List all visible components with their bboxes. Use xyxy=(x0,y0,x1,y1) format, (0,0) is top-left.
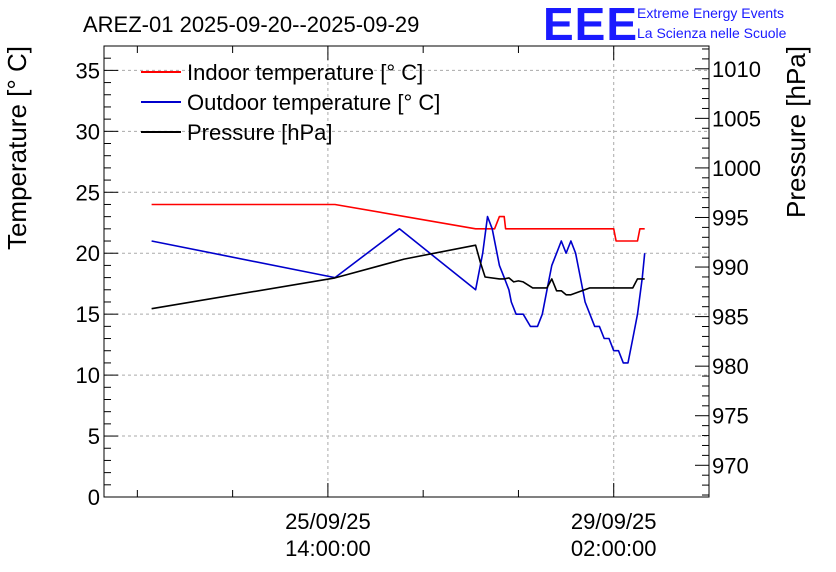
y-tick-label: 30 xyxy=(76,119,100,144)
legend-indoor-label: Indoor temperature [° C] xyxy=(187,60,423,85)
y-tick-label: 25 xyxy=(76,180,100,205)
y2-tick-label: 985 xyxy=(712,305,749,330)
y2-tick-label: 980 xyxy=(712,354,749,379)
y2-tick-label: 1010 xyxy=(712,57,761,82)
logo-line-2: La Scienza nelle Scuole xyxy=(637,25,787,41)
y-tick-label: 15 xyxy=(76,302,100,327)
y-tick-label: 20 xyxy=(76,241,100,266)
y-axis-title: Temperature [° C] xyxy=(2,46,32,250)
logo-line-1: Extreme Energy Events xyxy=(637,5,784,21)
eee-logo: EEE xyxy=(543,0,638,50)
plot-frame xyxy=(103,45,710,498)
y-axis-left: 0 5 10 15 20 25 30 35 Temperature [° C] xyxy=(2,45,118,510)
legend: Indoor temperature [° C] Outdoor temperat… xyxy=(141,60,440,145)
y2-tick-label: 970 xyxy=(712,453,749,478)
y-tick-label: 35 xyxy=(76,58,100,83)
y2-axis-title: Pressure [hPa] xyxy=(781,46,811,218)
y-tick-label: 5 xyxy=(88,424,100,449)
x-tick-label-time: 14:00:00 xyxy=(285,536,371,561)
legend-pressure-label: Pressure [hPa] xyxy=(187,120,333,145)
y2-tick-label: 990 xyxy=(712,255,749,280)
x-tick-label-date: 29/09/25 xyxy=(571,509,657,534)
plot-area xyxy=(104,46,709,497)
x-tick-label-date: 25/09/25 xyxy=(285,509,371,534)
y2-tick-label: 995 xyxy=(712,205,749,230)
grid xyxy=(104,46,709,497)
y-tick-label: 10 xyxy=(76,363,100,388)
legend-outdoor-label: Outdoor temperature [° C] xyxy=(187,90,440,115)
y2-tick-label: 1000 xyxy=(712,156,761,181)
y2-tick-label: 975 xyxy=(712,404,749,429)
pressure-line xyxy=(151,244,645,310)
chart-title: AREZ-01 2025-09-20--2025-09-29 xyxy=(83,12,419,37)
y-tick-label: 0 xyxy=(88,485,100,510)
y2-tick-label: 1005 xyxy=(712,106,761,131)
y-axis-right: 970 975 980 985 990 995 1000 1005 1010 Pressure [… xyxy=(695,46,811,496)
outdoor-temperature-line xyxy=(151,215,646,364)
indoor-temperature-line xyxy=(151,203,645,242)
x-tick-label-time: 02:00:00 xyxy=(571,536,657,561)
